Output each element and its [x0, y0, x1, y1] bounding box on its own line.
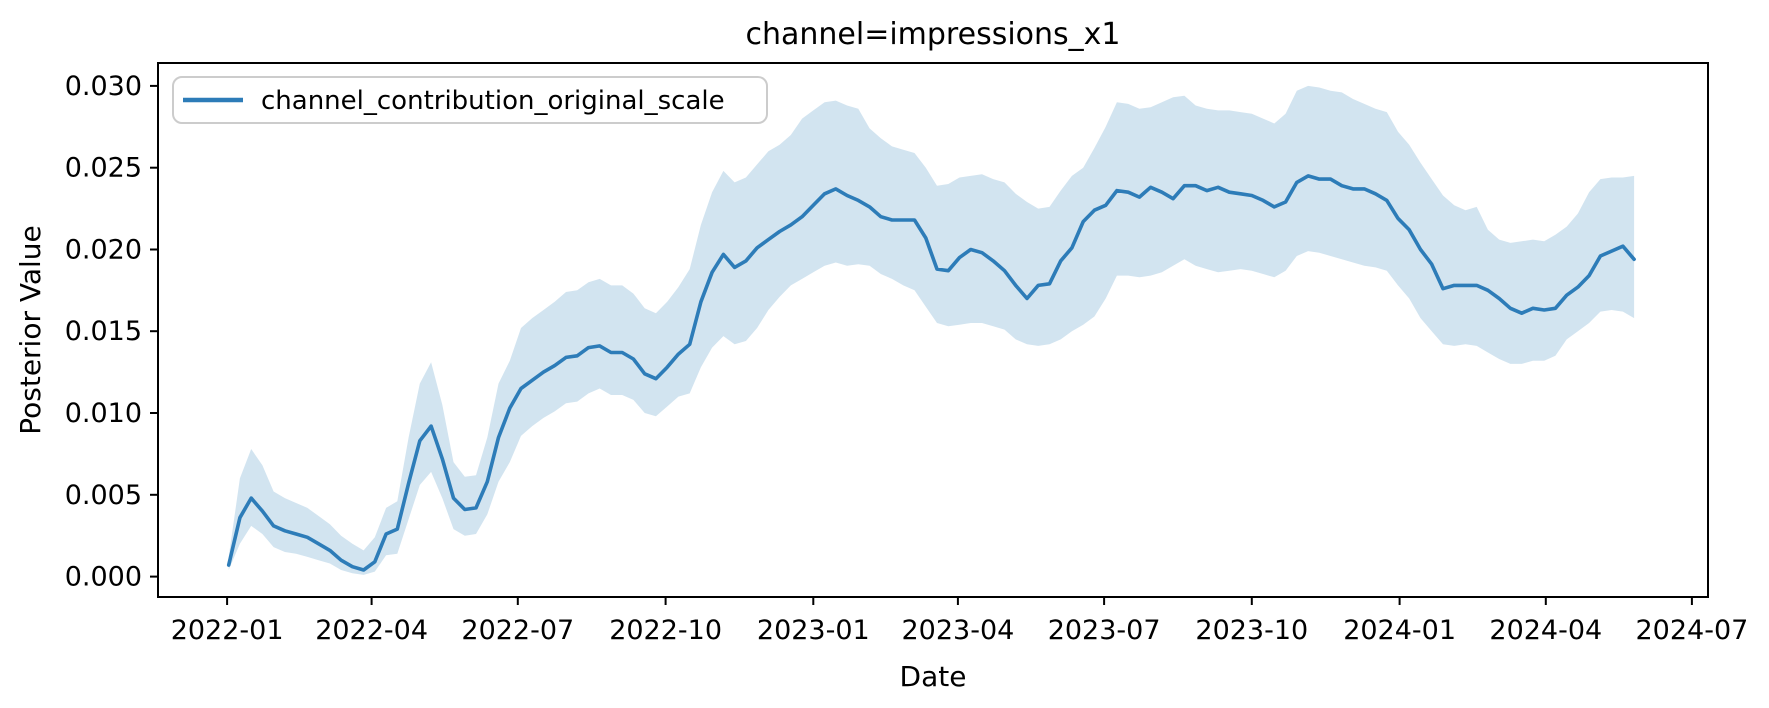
x-tick-label: 2024-01 [1343, 615, 1456, 646]
x-tick-label: 2022-07 [461, 615, 574, 646]
plot-border [157, 62, 1709, 598]
legend-box [172, 76, 768, 124]
y-tick-label: 0.010 [65, 398, 142, 429]
y-axis-ticks: 0.000 0.005 0.010 0.015 0.020 0.025 0.030 [65, 71, 158, 593]
y-axis-label: Posterior Value [14, 225, 47, 435]
y-tick-label: 0.025 [65, 153, 142, 184]
x-tick-label: 2024-07 [1635, 615, 1748, 646]
chart-title: channel=impressions_x1 [745, 17, 1120, 52]
x-tick-label: 2024-04 [1489, 615, 1602, 646]
x-axis-ticks: 2022-01 2022-04 2022-07 2022-10 2023-01 2023-… [171, 597, 1748, 646]
x-tick-label: 2023-04 [901, 615, 1014, 646]
mean-line [226, 174, 1636, 572]
x-tick-label: 2022-04 [315, 615, 428, 646]
x-tick-label: 2023-01 [757, 615, 870, 646]
legend: channel_contribution_original_scale [172, 76, 768, 124]
y-tick-label: 0.020 [65, 235, 142, 266]
uncertainty-band [228, 85, 1635, 575]
legend-label: channel_contribution_original_scale [261, 86, 725, 116]
y-tick-label: 0.000 [65, 562, 142, 593]
y-tick-label: 0.015 [65, 316, 142, 347]
y-tick-label: 0.030 [65, 71, 142, 102]
x-tick-label: 2023-10 [1195, 615, 1308, 646]
x-tick-label: 2022-10 [609, 615, 722, 646]
y-tick-label: 0.005 [65, 480, 142, 511]
x-tick-label: 2022-01 [171, 615, 284, 646]
x-tick-label: 2023-07 [1048, 615, 1161, 646]
x-axis-label: Date [900, 660, 967, 693]
